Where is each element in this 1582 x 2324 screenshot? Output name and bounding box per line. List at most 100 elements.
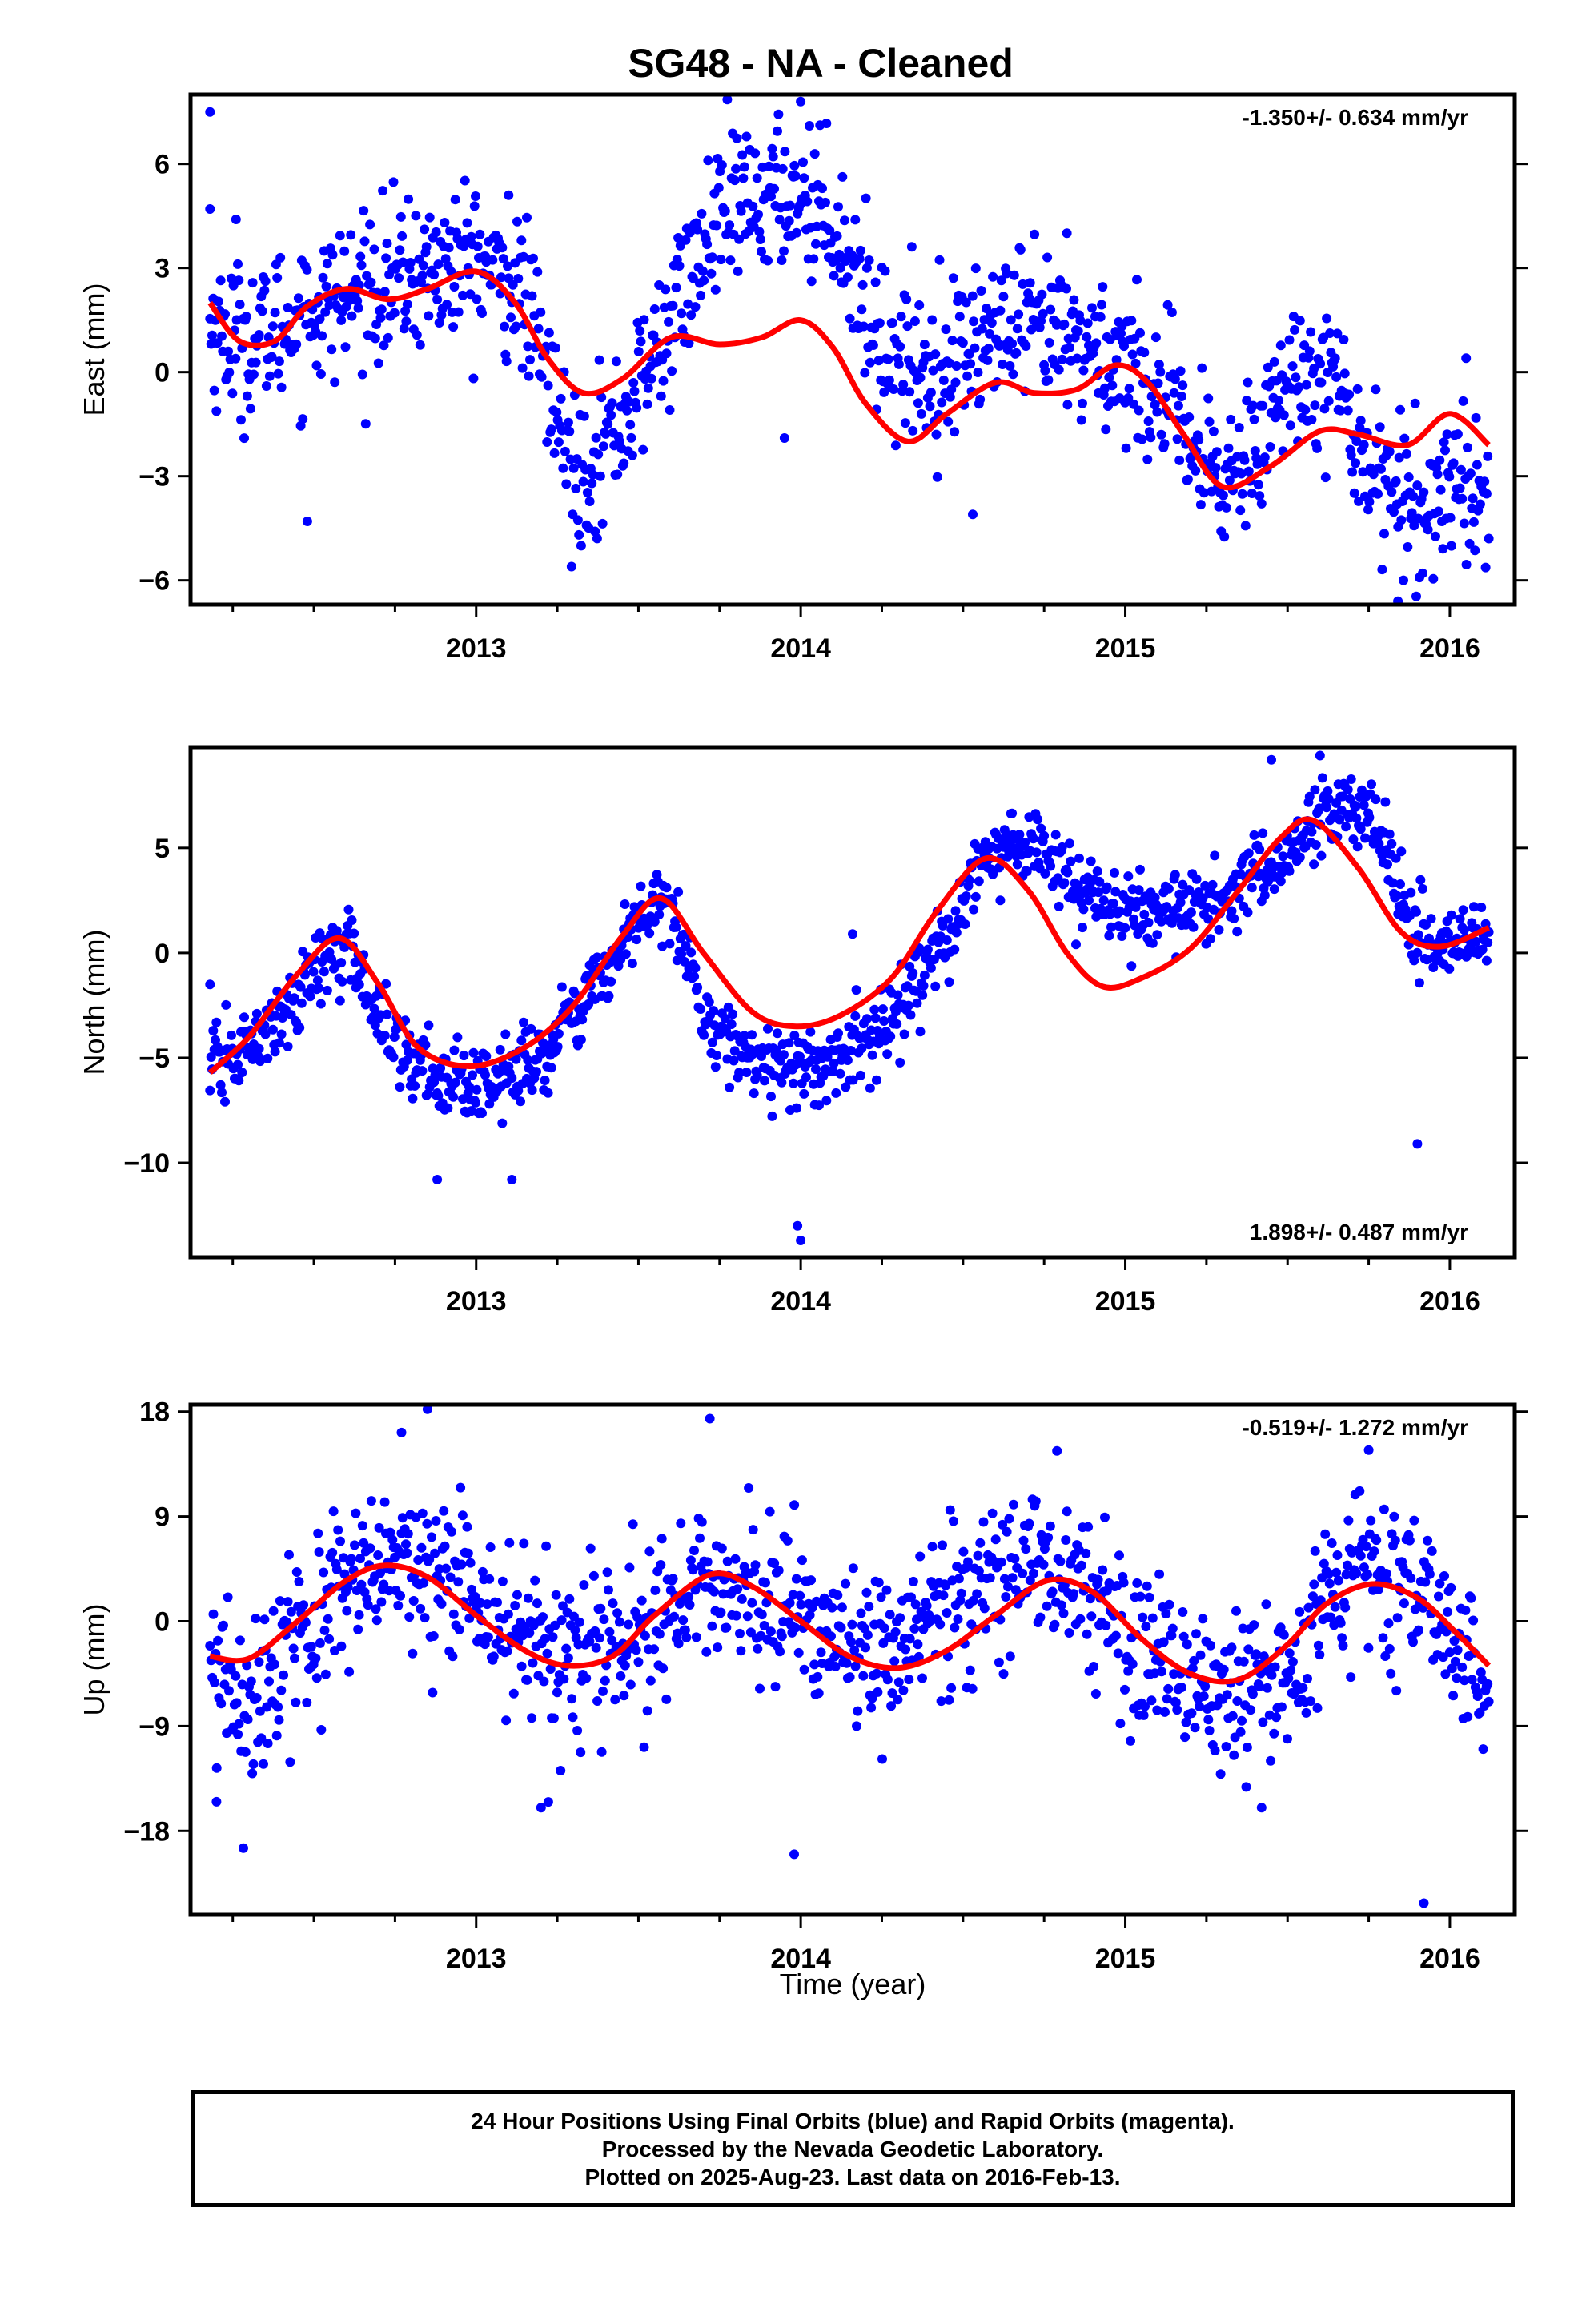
north-y-tick-label: 5 <box>155 834 170 864</box>
east-point <box>1455 483 1465 493</box>
north-point <box>632 935 642 945</box>
north-point <box>865 1083 875 1093</box>
north-point <box>1269 884 1279 895</box>
up-point <box>1306 1696 1316 1707</box>
north-x-tick-label: 2016 <box>1419 1286 1480 1317</box>
north-point <box>556 982 567 992</box>
east-point <box>532 267 543 277</box>
north-point <box>1210 850 1220 861</box>
up-point <box>311 1673 322 1683</box>
up-point <box>1251 1649 1261 1659</box>
east-point <box>1480 562 1491 573</box>
up-point <box>799 1664 809 1675</box>
up-point <box>477 1566 488 1577</box>
north-point <box>792 1103 801 1113</box>
north-point <box>1421 919 1431 930</box>
up-point <box>1351 1568 1362 1578</box>
east-point <box>1319 404 1330 414</box>
north-point <box>239 1012 249 1023</box>
up-point <box>1186 1708 1197 1719</box>
east-point <box>402 300 412 309</box>
east-point <box>1418 568 1427 578</box>
up-point <box>849 1645 860 1655</box>
east-point <box>916 408 926 419</box>
east-point <box>1408 491 1418 501</box>
east-point <box>536 372 547 382</box>
east-point <box>906 242 917 252</box>
up-point <box>1303 1674 1312 1683</box>
up-point <box>775 1647 785 1657</box>
east-point <box>699 275 709 286</box>
up-point <box>456 1482 466 1493</box>
east-point <box>1332 328 1343 339</box>
up-point <box>862 1630 873 1640</box>
east-point <box>1150 400 1160 410</box>
north-point <box>1062 867 1073 878</box>
north-point <box>1387 838 1397 849</box>
east-point <box>1014 309 1024 320</box>
east-point <box>1132 275 1142 285</box>
up-point <box>1399 1598 1409 1609</box>
east-point <box>1175 366 1186 376</box>
east-point <box>626 432 636 443</box>
east-point <box>850 215 861 225</box>
east-point <box>247 278 258 288</box>
up-point <box>1271 1712 1282 1723</box>
east-point <box>1098 282 1108 292</box>
up-point <box>271 1731 282 1741</box>
east-point <box>267 352 277 362</box>
east-point <box>975 394 986 404</box>
up-point <box>998 1669 1009 1679</box>
up-point <box>945 1505 955 1515</box>
up-point <box>873 1578 884 1588</box>
up-point <box>1231 1606 1241 1616</box>
up-point <box>1142 1581 1152 1591</box>
up-point <box>1115 1719 1126 1729</box>
east-point <box>896 312 906 322</box>
up-y-tick-label: 18 <box>139 1397 170 1428</box>
north-point <box>1147 938 1158 948</box>
up-point <box>568 1712 578 1723</box>
north-point <box>1418 883 1427 894</box>
east-point <box>1295 316 1305 326</box>
east-point <box>1256 498 1267 509</box>
up-point <box>219 1620 228 1630</box>
north-point <box>1380 797 1391 807</box>
east-point <box>1258 400 1268 411</box>
east-point <box>525 355 535 365</box>
east-point <box>1375 422 1385 432</box>
up-point <box>750 1560 761 1570</box>
east-point <box>241 312 251 322</box>
north-point <box>369 1003 379 1014</box>
north-point <box>1392 891 1402 901</box>
up-point <box>548 1713 559 1723</box>
up-point <box>1384 1643 1395 1654</box>
east-x-tick-label: 2014 <box>770 633 831 664</box>
footer-box: 24 Hour Positions Using Final Orbits (bl… <box>191 2090 1515 2207</box>
up-point <box>385 1527 396 1538</box>
east-point <box>636 336 646 347</box>
east-point <box>857 279 868 290</box>
up-point <box>384 1586 395 1596</box>
east-point <box>360 419 371 429</box>
east-point <box>257 306 267 316</box>
up-point <box>422 1518 432 1529</box>
up-point <box>248 1759 259 1769</box>
east-point <box>1271 412 1281 423</box>
east-point <box>1462 442 1472 452</box>
east-point <box>552 407 562 417</box>
up-point <box>420 1613 430 1623</box>
north-point <box>821 1096 832 1106</box>
east-point <box>893 359 904 369</box>
up-point <box>793 1647 804 1658</box>
up-point <box>585 1543 596 1554</box>
up-point <box>1144 1592 1154 1602</box>
up-point <box>1249 1620 1259 1630</box>
east-point <box>472 294 482 304</box>
north-point <box>903 1000 913 1011</box>
north-point <box>211 1017 222 1027</box>
east-point <box>1407 508 1417 518</box>
up-point <box>359 1538 369 1548</box>
up-point <box>836 1622 846 1633</box>
up-point <box>264 1676 274 1687</box>
